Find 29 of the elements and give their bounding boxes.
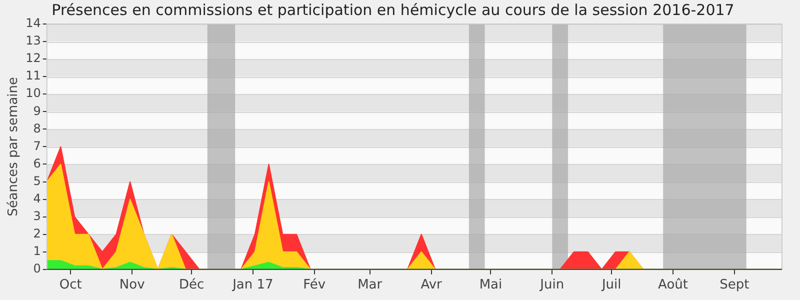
y-tick-label: 7	[33, 138, 41, 153]
x-tick-label: Mar	[358, 278, 383, 293]
y-tick-label: 4	[33, 191, 41, 206]
x-tick-label: Oct	[59, 278, 82, 293]
y-tick-label: 6	[33, 156, 41, 170]
y-tick-label: 13	[26, 34, 41, 48]
y-tick-label: 8	[33, 121, 41, 136]
y-axis-title: Séances par semaine	[6, 76, 22, 216]
x-tick-label: Sept	[720, 278, 750, 293]
chart-title: Présences en commissions et participation en hémicycle au cours de la session 2016-2017	[52, 0, 734, 19]
y-tick-label: 5	[33, 174, 41, 188]
y-tick-label: 2	[33, 226, 41, 240]
x-tick-label: Jan 17	[232, 278, 274, 293]
y-tick-label: 9	[33, 104, 41, 118]
y-tick-label: 11	[26, 68, 41, 83]
x-tick-label: Nov	[119, 278, 146, 293]
x-tick-label: Juil	[600, 278, 622, 293]
x-tick-label: Fév	[303, 278, 326, 293]
x-tick-label: Août	[658, 278, 688, 293]
y-tick-label: 3	[33, 208, 41, 223]
y-tick-label: 1	[33, 244, 41, 258]
y-tick-label: 12	[26, 51, 41, 66]
y-tick-label: 0	[33, 262, 41, 276]
x-tick-label: Juin	[539, 278, 564, 293]
y-tick-label: 14	[26, 16, 41, 30]
y-tick-label: 10	[26, 86, 41, 100]
x-tick-label: Mai	[479, 278, 502, 293]
x-tick-label: Avr	[420, 278, 443, 293]
x-tick-label: Déc	[178, 278, 204, 293]
